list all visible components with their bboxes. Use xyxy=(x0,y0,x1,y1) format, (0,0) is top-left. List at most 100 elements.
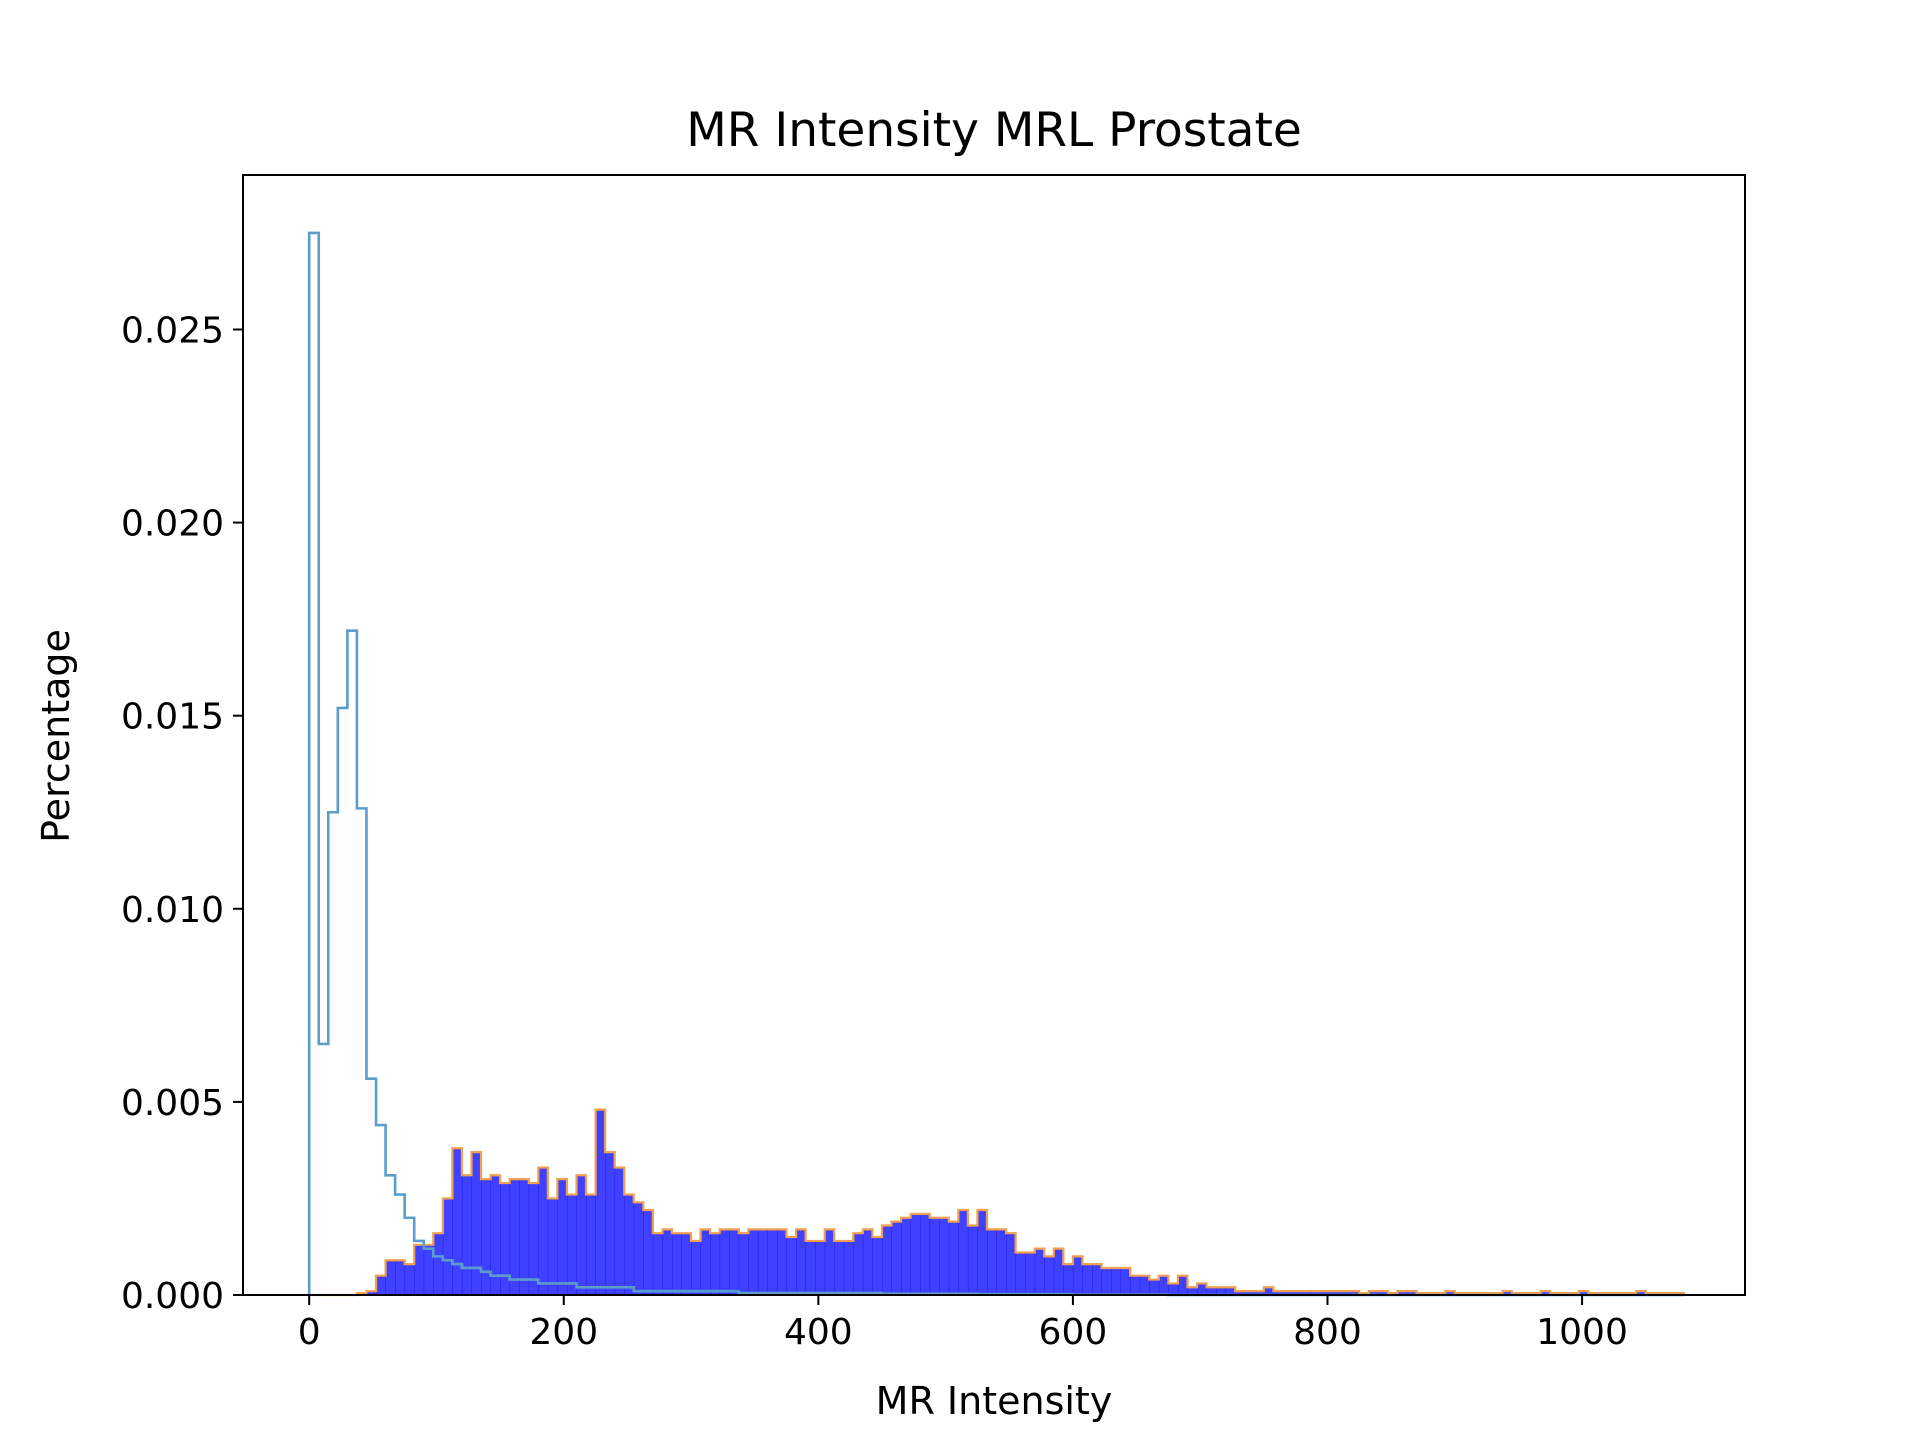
bar-series1-bin-89 xyxy=(1158,1275,1169,1295)
bar-series1-bin-73 xyxy=(1006,1233,1017,1295)
bar-series1-bin-103 xyxy=(1292,1291,1303,1295)
bar-series1-bin-7 xyxy=(376,1275,386,1295)
x-tick-label-2: 400 xyxy=(784,1312,853,1353)
bar-series1-bin-95 xyxy=(1216,1287,1227,1295)
y-axis: 0.000 0.005 0.010 0.015 0.020 0.025 xyxy=(121,310,243,1317)
bar-series1-bin-76 xyxy=(1034,1248,1045,1295)
bar-series1-bin-49 xyxy=(776,1229,787,1295)
bar-series1-bin-80 xyxy=(1072,1256,1083,1295)
bar-series1-bin-70 xyxy=(977,1210,988,1295)
bar-series1-bin-52 xyxy=(805,1240,816,1295)
bar-series1-bin-64 xyxy=(920,1213,931,1295)
bar-series1-bin-102 xyxy=(1282,1291,1293,1295)
x-tick-label-3: 600 xyxy=(1039,1312,1108,1353)
bar-series1-bin-125 xyxy=(1502,1291,1513,1295)
bar-series1-bin-15 xyxy=(452,1148,463,1295)
bar-series1-bin-61 xyxy=(891,1221,902,1295)
x-axis: 0 200 400 600 800 1000 xyxy=(298,1295,1628,1353)
x-axis-label: MR Intensity xyxy=(876,1379,1113,1423)
series-1 xyxy=(309,1108,1685,1297)
bar-series1-bin-129 xyxy=(1540,1291,1551,1295)
bar-series1-bin-106 xyxy=(1321,1291,1332,1295)
bar-series1-bin-97 xyxy=(1235,1291,1246,1295)
bar-series1-bin-78 xyxy=(1053,1248,1064,1295)
bar-series1-bin-27 xyxy=(566,1194,577,1295)
bar-series1-bin-68 xyxy=(958,1210,969,1295)
bar-series1-bin-92 xyxy=(1187,1287,1198,1295)
bar-series1-bin-69 xyxy=(967,1225,978,1295)
bar-series1-bin-9 xyxy=(395,1260,406,1295)
bar-series1-bin-30 xyxy=(595,1109,606,1295)
x-tick-label-4: 800 xyxy=(1293,1312,1362,1353)
series-1-edge xyxy=(309,1108,1685,1297)
chart-title: MR Intensity MRL Prostate xyxy=(686,103,1302,158)
bar-series1-bin-96 xyxy=(1225,1287,1236,1295)
bar-series1-bin-84 xyxy=(1111,1267,1122,1295)
bar-series1-bin-109 xyxy=(1349,1291,1360,1295)
bar-series1-bin-18 xyxy=(481,1179,491,1295)
bar-series1-bin-20 xyxy=(500,1183,511,1295)
bar-series1-bin-94 xyxy=(1206,1287,1217,1295)
bar-series1-bin-88 xyxy=(1149,1279,1160,1295)
bar-series1-bin-39 xyxy=(681,1233,692,1295)
bar-series1-bin-53 xyxy=(815,1240,826,1295)
bar-series1-bin-24 xyxy=(538,1167,549,1295)
bar-series1-bin-66 xyxy=(939,1217,950,1295)
bar-series1-bin-47 xyxy=(757,1229,768,1295)
bar-series1-bin-107 xyxy=(1330,1291,1341,1295)
y-axis-label: Percentage xyxy=(34,629,78,843)
bar-series1-bin-8 xyxy=(385,1260,396,1295)
bar-series1-bin-17 xyxy=(471,1152,482,1295)
bar-series1-bin-42 xyxy=(710,1233,721,1295)
bar-series1-bin-90 xyxy=(1168,1283,1179,1295)
bar-series1-bin-10 xyxy=(404,1264,415,1295)
bar-series1-bin-100 xyxy=(1263,1287,1274,1295)
bar-series1-bin-28 xyxy=(576,1175,587,1295)
bar-series1-bin-108 xyxy=(1340,1291,1351,1295)
y-tick-label-1: 0.005 xyxy=(121,1083,224,1124)
bar-series1-bin-13 xyxy=(433,1233,444,1295)
bar-series1-bin-51 xyxy=(796,1229,807,1295)
bar-series1-bin-45 xyxy=(738,1233,749,1295)
bar-series1-bin-50 xyxy=(786,1237,797,1295)
bar-series1-bin-14 xyxy=(442,1198,453,1295)
bar-series1-bin-79 xyxy=(1063,1264,1074,1295)
y-tick-label-5: 0.025 xyxy=(121,310,224,351)
y-tick-label-3: 0.015 xyxy=(121,697,224,738)
bar-series1-bin-111 xyxy=(1368,1291,1379,1295)
bar-series1-bin-44 xyxy=(729,1229,740,1295)
x-tick-label-5: 1000 xyxy=(1536,1312,1628,1353)
bar-series1-bin-54 xyxy=(824,1229,835,1295)
bar-series1-bin-72 xyxy=(996,1229,1007,1295)
bar-series1-bin-93 xyxy=(1197,1283,1207,1295)
bar-series1-bin-19 xyxy=(490,1175,501,1295)
bar-series1-bin-99 xyxy=(1254,1291,1265,1295)
bar-series1-bin-55 xyxy=(834,1240,845,1295)
x-tick-label-1: 200 xyxy=(529,1312,598,1353)
bar-series1-bin-71 xyxy=(986,1229,997,1295)
bar-series1-bin-35 xyxy=(643,1210,654,1295)
bar-series1-bin-114 xyxy=(1397,1291,1408,1295)
bar-series1-bin-22 xyxy=(519,1179,530,1295)
bar-series1-bin-48 xyxy=(767,1229,778,1295)
bar-series1-bin-32 xyxy=(614,1167,625,1295)
bar-series1-bin-46 xyxy=(748,1229,759,1295)
bar-series1-bin-29 xyxy=(586,1194,596,1295)
x-tick-label-0: 0 xyxy=(298,1312,321,1353)
bar-series1-bin-85 xyxy=(1120,1267,1131,1295)
bar-series1-bin-33 xyxy=(624,1194,635,1295)
bar-series1-bin-105 xyxy=(1311,1291,1322,1295)
bar-series1-bin-115 xyxy=(1407,1291,1417,1295)
bar-series1-bin-74 xyxy=(1015,1252,1026,1295)
bar-series1-bin-36 xyxy=(652,1233,663,1295)
bar-series1-bin-81 xyxy=(1082,1264,1093,1295)
bar-series1-bin-101 xyxy=(1273,1291,1284,1295)
bar-series1-bin-34 xyxy=(633,1202,644,1295)
bar-series1-bin-41 xyxy=(700,1229,711,1295)
bar-series1-bin-12 xyxy=(423,1244,434,1295)
bar-series1-bin-43 xyxy=(719,1229,730,1295)
y-tick-label-4: 0.020 xyxy=(121,504,224,545)
bar-series1-bin-62 xyxy=(901,1217,912,1295)
bar-series1-bin-56 xyxy=(843,1240,854,1295)
